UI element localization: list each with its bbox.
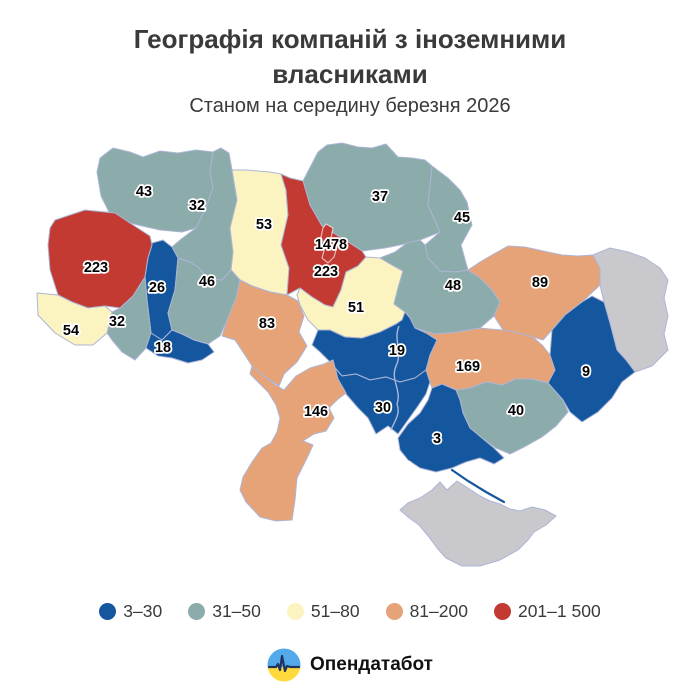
map-regions <box>36 142 669 567</box>
label-dnipropetrovsk: 169 <box>456 359 480 375</box>
label-zakarpattia: 54 <box>63 323 79 339</box>
page-title-line2: власниками <box>272 59 428 89</box>
region-crimea <box>399 480 557 567</box>
label-volyn: 43 <box>136 184 152 200</box>
label-donetsk: 9 <box>582 364 590 380</box>
region-mykolaiv <box>329 361 431 435</box>
region-kyiv-city <box>320 223 338 264</box>
legend-dot-salmon <box>385 603 403 620</box>
legend-dot-yellow <box>286 603 304 620</box>
label-vinnytsia: 83 <box>259 316 275 332</box>
legend-item: 3–30 <box>99 601 162 622</box>
page-subtitle: Станом на середину березня 2026 <box>189 95 511 117</box>
legend-item: 51–80 <box>286 601 360 622</box>
page-title-line1: Географія компаній з іноземними <box>133 24 567 54</box>
label-chernihiv: 37 <box>372 189 388 205</box>
legend-label: 201–1 500 <box>517 601 601 621</box>
legend-label: 31–50 <box>212 601 261 621</box>
dnipro-bug-estuary <box>352 452 412 466</box>
label-kharkiv: 89 <box>532 275 548 291</box>
legend-label: 81–200 <box>409 601 468 621</box>
legend-label: 3–30 <box>123 601 163 621</box>
label-kherson: 3 <box>433 431 441 447</box>
region-chernivtsi <box>145 329 215 364</box>
map-water-features <box>342 325 506 504</box>
label-poltava: 48 <box>445 278 461 294</box>
label-ternopil: 26 <box>149 280 165 296</box>
dnipro-river-line <box>390 325 400 431</box>
region-odesa <box>239 359 347 522</box>
legend-label: 51–80 <box>310 601 360 621</box>
brand-name: Опендатабот <box>310 654 433 675</box>
ukraine-choropleth-map: 43 32 53 37 45 1478 223 223 26 46 32 54 … <box>36 142 669 567</box>
legend-item: 81–200 <box>385 601 468 622</box>
legend-dot-blue <box>99 603 117 620</box>
label-kirovohrad: 19 <box>389 343 405 359</box>
legend-item: 31–50 <box>188 601 261 622</box>
region-donetsk <box>547 295 636 423</box>
legend-dot-red <box>493 603 511 620</box>
legend-dot-teal <box>188 603 206 620</box>
label-khmelnytskyi: 46 <box>199 274 215 290</box>
label-sumy: 45 <box>454 210 470 226</box>
brand-footer: Опендатабот <box>0 648 700 682</box>
label-kyiv-oblast: 223 <box>314 264 338 280</box>
syvash-strait-line <box>450 468 506 504</box>
label-odesa: 146 <box>304 404 328 420</box>
label-rivne: 32 <box>189 198 205 214</box>
label-cherkasy: 51 <box>348 300 364 316</box>
region-vinnytsia <box>221 279 308 387</box>
opendatabot-logo-icon <box>267 648 301 682</box>
page-title: Географія компаній з іноземними власника… <box>0 22 700 92</box>
label-lviv: 223 <box>84 260 108 276</box>
label-ivano-frankivsk: 32 <box>109 314 125 330</box>
label-chernivtsi: 18 <box>155 340 171 356</box>
label-zaporizhzhia: 40 <box>508 403 524 419</box>
legend: 3–30 31–50 51–80 81–200 201–1 500 <box>0 601 700 622</box>
region-ivano-frankivsk <box>106 276 152 361</box>
region-zakarpattia <box>36 292 113 346</box>
label-kyiv-city: 1478 <box>315 237 347 253</box>
legend-item: 201–1 500 <box>493 601 601 622</box>
region-kherson <box>397 383 505 473</box>
label-mykolaiv: 30 <box>375 400 391 416</box>
label-zhytomyr: 53 <box>256 217 272 233</box>
map-value-labels: 43 32 53 37 45 1478 223 223 26 46 32 54 … <box>61 182 592 449</box>
